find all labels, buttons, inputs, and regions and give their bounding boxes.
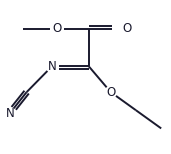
Text: O: O <box>52 22 62 35</box>
Text: N: N <box>48 60 56 73</box>
Text: N: N <box>5 107 14 120</box>
Text: O: O <box>106 86 115 99</box>
Text: O: O <box>122 22 132 35</box>
